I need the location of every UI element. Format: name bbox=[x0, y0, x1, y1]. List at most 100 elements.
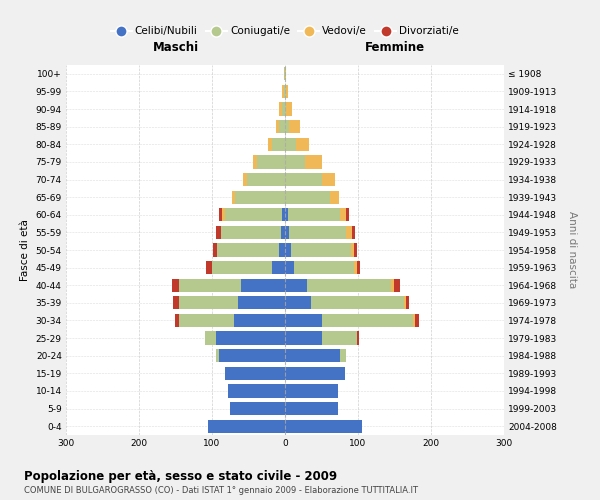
Bar bbox=[268, 138, 272, 151]
Bar bbox=[215, 349, 220, 362]
Bar bbox=[172, 278, 179, 292]
Bar bbox=[413, 314, 415, 327]
Bar bbox=[205, 332, 215, 344]
Bar bbox=[272, 261, 285, 274]
Bar bbox=[241, 278, 285, 292]
Bar bbox=[230, 402, 285, 415]
Bar bbox=[285, 296, 311, 310]
Bar bbox=[247, 173, 285, 186]
Bar bbox=[282, 85, 284, 98]
Bar bbox=[291, 244, 350, 256]
Bar bbox=[235, 190, 285, 204]
Y-axis label: Fasce di età: Fasce di età bbox=[20, 219, 30, 281]
Bar bbox=[257, 156, 285, 168]
Bar bbox=[322, 314, 413, 327]
Bar bbox=[286, 102, 292, 116]
Bar bbox=[353, 261, 356, 274]
Bar bbox=[179, 296, 238, 310]
Bar bbox=[220, 349, 285, 362]
Bar bbox=[289, 120, 301, 134]
Bar bbox=[285, 332, 322, 344]
Bar bbox=[282, 102, 285, 116]
Bar bbox=[175, 314, 179, 327]
Bar bbox=[394, 278, 400, 292]
Bar bbox=[288, 208, 340, 222]
Bar bbox=[285, 67, 286, 80]
Bar bbox=[391, 278, 394, 292]
Bar bbox=[285, 138, 296, 151]
Bar bbox=[179, 278, 241, 292]
Bar bbox=[225, 208, 282, 222]
Bar bbox=[285, 314, 322, 327]
Bar bbox=[217, 244, 279, 256]
Bar bbox=[285, 244, 291, 256]
Bar bbox=[415, 314, 419, 327]
Bar bbox=[346, 226, 352, 239]
Bar bbox=[285, 384, 338, 398]
Bar bbox=[208, 420, 285, 433]
Bar bbox=[285, 226, 289, 239]
Bar bbox=[173, 296, 179, 310]
Bar bbox=[276, 120, 279, 134]
Bar bbox=[282, 208, 285, 222]
Bar bbox=[285, 156, 305, 168]
Bar bbox=[281, 226, 285, 239]
Bar bbox=[311, 296, 404, 310]
Bar bbox=[218, 208, 222, 222]
Bar bbox=[404, 296, 406, 310]
Bar bbox=[285, 120, 289, 134]
Bar bbox=[305, 156, 322, 168]
Legend: Celibi/Nubili, Coniugati/e, Vedovi/e, Divorziati/e: Celibi/Nubili, Coniugati/e, Vedovi/e, Di… bbox=[107, 22, 463, 40]
Bar bbox=[272, 138, 285, 151]
Bar bbox=[279, 244, 285, 256]
Bar bbox=[285, 173, 322, 186]
Bar bbox=[253, 156, 257, 168]
Bar bbox=[406, 296, 409, 310]
Bar bbox=[285, 366, 345, 380]
Bar bbox=[244, 173, 247, 186]
Bar bbox=[355, 244, 357, 256]
Bar bbox=[285, 102, 286, 116]
Bar bbox=[285, 208, 288, 222]
Bar bbox=[350, 244, 355, 256]
Bar bbox=[217, 226, 221, 239]
Bar bbox=[294, 261, 353, 274]
Bar bbox=[340, 208, 346, 222]
Bar bbox=[285, 190, 330, 204]
Bar bbox=[286, 85, 288, 98]
Bar bbox=[232, 190, 235, 204]
Bar bbox=[212, 261, 272, 274]
Bar bbox=[214, 244, 217, 256]
Bar bbox=[340, 349, 346, 362]
Bar bbox=[215, 332, 285, 344]
Bar bbox=[285, 420, 362, 433]
Bar bbox=[285, 261, 294, 274]
Text: COMUNE DI BULGAROGRASSO (CO) - Dati ISTAT 1° gennaio 2009 - Elaborazione TUTTITA: COMUNE DI BULGAROGRASSO (CO) - Dati ISTA… bbox=[24, 486, 418, 495]
Bar bbox=[234, 314, 285, 327]
Text: Femmine: Femmine bbox=[364, 42, 425, 54]
Y-axis label: Anni di nascita: Anni di nascita bbox=[567, 212, 577, 288]
Bar bbox=[352, 226, 355, 239]
Bar bbox=[225, 366, 285, 380]
Bar bbox=[279, 120, 285, 134]
Bar bbox=[285, 402, 338, 415]
Text: Maschi: Maschi bbox=[152, 42, 199, 54]
Bar bbox=[285, 85, 286, 98]
Bar bbox=[289, 226, 346, 239]
Bar bbox=[307, 278, 391, 292]
Bar bbox=[179, 314, 234, 327]
Bar bbox=[356, 261, 360, 274]
Bar bbox=[296, 138, 309, 151]
Bar bbox=[228, 384, 285, 398]
Bar bbox=[238, 296, 285, 310]
Bar bbox=[206, 261, 212, 274]
Bar bbox=[322, 173, 335, 186]
Bar bbox=[356, 332, 359, 344]
Bar bbox=[221, 226, 281, 239]
Bar bbox=[284, 67, 285, 80]
Bar bbox=[285, 278, 307, 292]
Bar bbox=[222, 208, 225, 222]
Bar bbox=[346, 208, 349, 222]
Bar bbox=[279, 102, 282, 116]
Bar bbox=[285, 349, 340, 362]
